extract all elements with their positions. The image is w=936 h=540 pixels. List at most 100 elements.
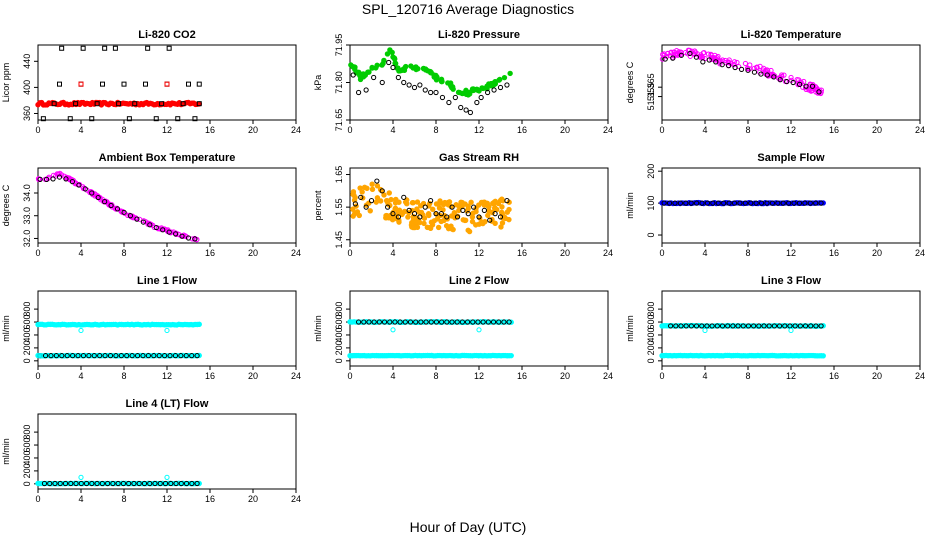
data-point xyxy=(352,201,358,207)
data-point xyxy=(465,211,471,217)
data-point xyxy=(196,81,202,87)
x-tick-label: 4 xyxy=(702,248,707,258)
series-line-4-avg xyxy=(41,480,200,487)
x-tick-label: 12 xyxy=(162,494,172,504)
data-point xyxy=(481,199,488,205)
data-point xyxy=(742,200,748,206)
data-point xyxy=(53,353,59,359)
data-point xyxy=(78,480,84,487)
data-point xyxy=(730,323,736,329)
data-point xyxy=(145,45,151,51)
data-point xyxy=(813,323,819,329)
series-line-2-flagged xyxy=(348,319,482,333)
data-point xyxy=(94,101,100,107)
x-tick-label: 0 xyxy=(347,248,352,258)
data-point xyxy=(661,51,667,57)
data-point xyxy=(464,208,470,214)
data-point xyxy=(508,352,514,359)
data-point xyxy=(476,327,482,333)
data-point xyxy=(162,480,169,487)
x-tick-label: 0 xyxy=(35,371,40,381)
data-point xyxy=(392,319,398,325)
data-point xyxy=(86,353,92,359)
data-point xyxy=(813,200,819,206)
data-point xyxy=(189,353,195,359)
data-point xyxy=(673,323,679,329)
data-point xyxy=(714,323,720,329)
y-tick-label: 51.355 xyxy=(646,83,656,111)
data-point xyxy=(402,319,408,325)
data-point xyxy=(764,72,770,78)
data-point xyxy=(670,55,676,61)
data-point xyxy=(452,94,458,101)
series-co2-flagged xyxy=(78,81,170,87)
panel-frame xyxy=(37,413,297,490)
data-point xyxy=(725,323,731,329)
data-point xyxy=(73,101,79,107)
data-point xyxy=(369,186,376,192)
data-point xyxy=(699,323,705,329)
data-point xyxy=(151,224,157,230)
data-point xyxy=(439,319,445,325)
data-point xyxy=(110,480,116,487)
x-tick-label: 16 xyxy=(205,494,215,504)
data-point xyxy=(162,353,168,359)
data-point xyxy=(100,81,105,87)
series-co2-avg xyxy=(40,45,202,122)
y-tick-label: 0 xyxy=(22,481,32,486)
data-point xyxy=(403,63,409,70)
series-box-temp-avg xyxy=(37,174,198,242)
data-point xyxy=(73,480,79,487)
data-point xyxy=(484,83,490,89)
x-tick-label: 20 xyxy=(560,125,570,135)
data-point xyxy=(374,178,380,184)
x-tick-label: 12 xyxy=(162,371,172,381)
y-tick-label: 400 xyxy=(22,450,32,465)
data-point xyxy=(473,222,479,228)
data-point xyxy=(78,327,84,334)
data-point xyxy=(459,90,465,97)
data-point xyxy=(50,176,56,182)
data-point xyxy=(439,94,446,101)
data-point xyxy=(141,480,148,487)
data-point xyxy=(469,214,476,220)
panel-title: Li-820 Pressure xyxy=(438,29,520,41)
data-point xyxy=(119,208,125,214)
data-point xyxy=(454,319,460,325)
data-point xyxy=(99,480,105,487)
x-tick-label: 0 xyxy=(659,248,664,258)
data-point xyxy=(399,67,405,73)
y-tick-label: 34.0 xyxy=(22,184,32,202)
data-point xyxy=(151,353,157,359)
data-point xyxy=(369,65,375,71)
panel-6: Sample Flow ml/min 0 4 8 12 16 20 24 0 100 200 xyxy=(625,152,925,258)
data-point xyxy=(388,196,394,203)
data-point xyxy=(464,319,471,325)
data-point xyxy=(366,69,372,75)
data-point xyxy=(361,319,367,325)
data-point xyxy=(89,116,95,122)
data-point xyxy=(499,220,506,226)
x-tick-label: 4 xyxy=(702,125,707,135)
panel-ylabel: ml/min xyxy=(625,192,635,219)
data-point xyxy=(405,214,411,220)
data-point xyxy=(504,198,510,204)
data-point xyxy=(411,211,418,217)
data-point xyxy=(387,319,393,325)
data-point xyxy=(350,213,356,219)
data-point xyxy=(791,200,797,206)
data-point xyxy=(59,45,65,51)
data-point xyxy=(379,188,385,194)
data-point xyxy=(390,64,396,71)
data-point xyxy=(114,206,121,212)
data-point xyxy=(437,198,443,204)
panel-5: Gas Stream RH percent 0 4 8 12 16 20 24 1.45 1.55 1… xyxy=(313,152,613,258)
panel-title: Li-820 CO2 xyxy=(138,29,195,41)
x-tick-label: 20 xyxy=(248,371,258,381)
data-point xyxy=(140,353,146,359)
data-point xyxy=(127,213,134,219)
data-point xyxy=(693,323,700,329)
data-point xyxy=(352,64,358,70)
panel-3: Li-820 Temperature degrees C 0 4 8 12 16 20 24 51… xyxy=(625,29,925,135)
